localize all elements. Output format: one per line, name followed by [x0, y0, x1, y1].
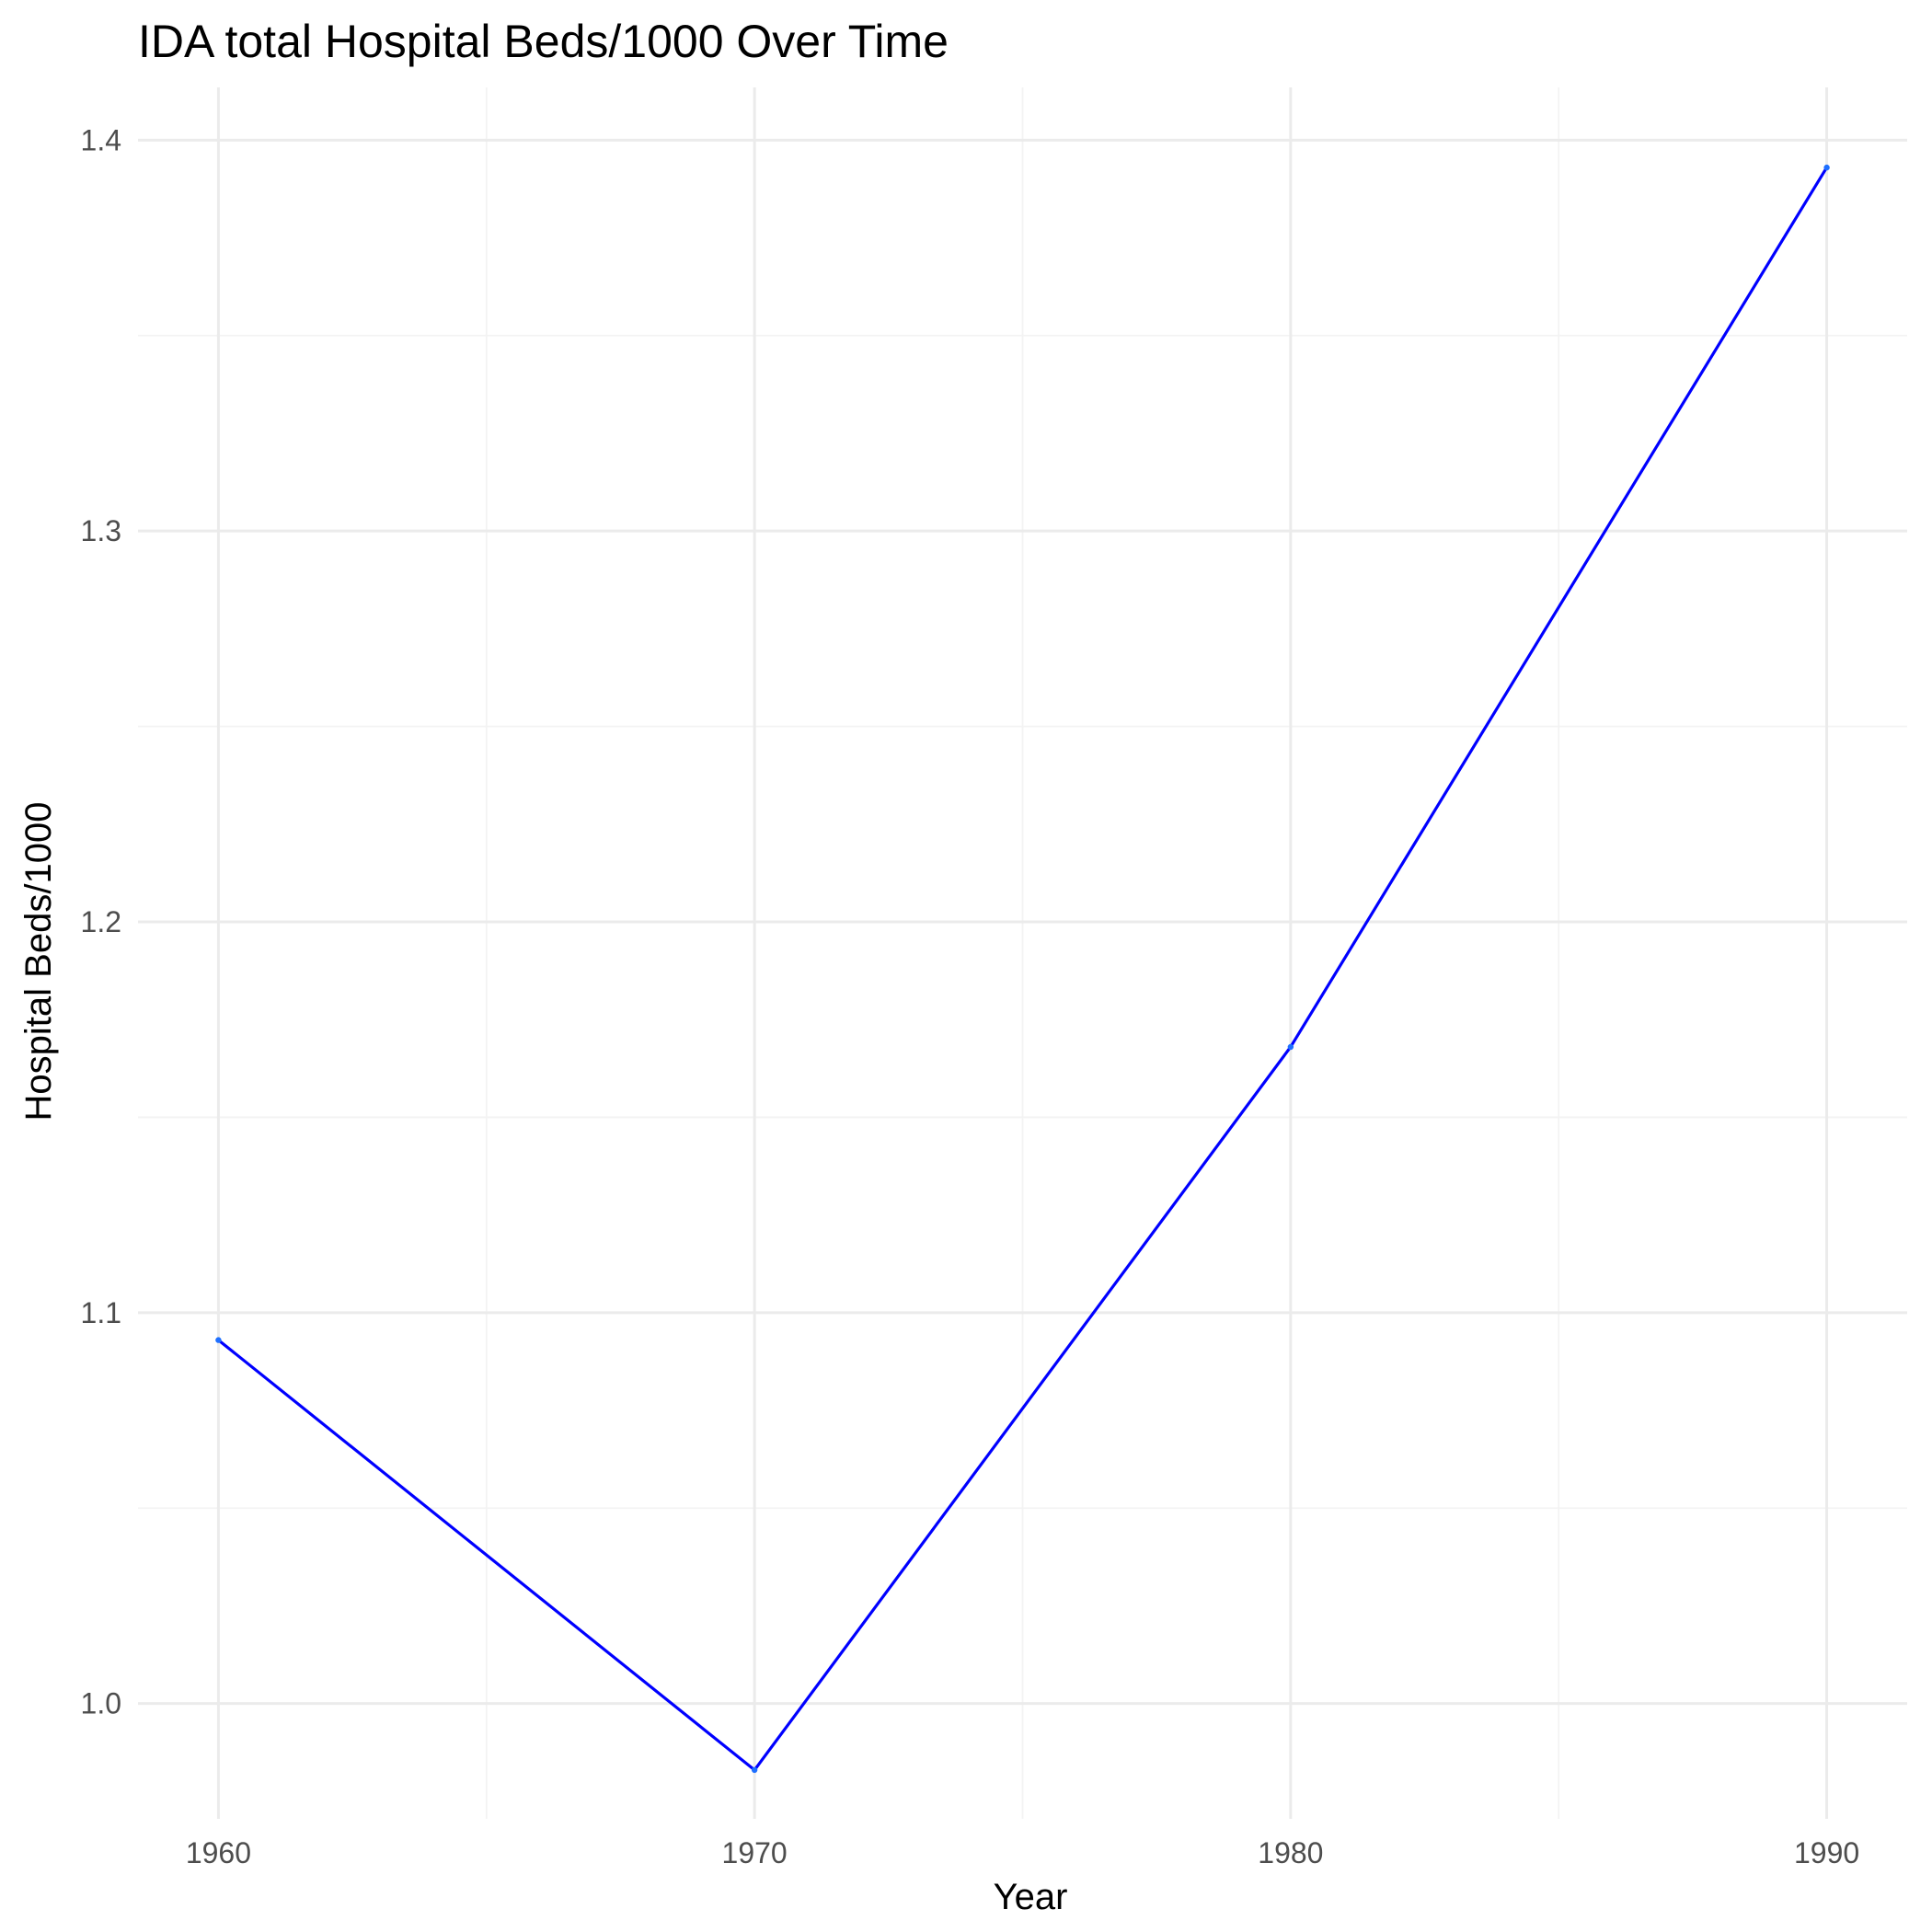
data-point [751, 1766, 758, 1774]
data-point [1823, 164, 1830, 171]
y-tick-label: 1.0 [81, 1687, 121, 1720]
series-layer [215, 164, 1830, 1774]
minor-gridlines [138, 87, 1907, 1819]
x-tick-label: 1960 [186, 1836, 251, 1869]
x-tick-label: 1990 [1794, 1836, 1859, 1869]
y-tick-label: 1.1 [81, 1296, 121, 1329]
y-axis-title: Hospital Beds/1000 [18, 802, 59, 1121]
x-tick-label: 1980 [1258, 1836, 1323, 1869]
y-tick-label: 1.3 [81, 514, 121, 547]
data-point [1287, 1043, 1294, 1051]
y-axis-tick-labels: 1.0 1.1 1.2 1.3 1.4 [81, 123, 121, 1719]
x-tick-label: 1970 [722, 1836, 788, 1869]
chart-title: IDA total Hospital Beds/1000 Over Time [138, 16, 949, 67]
series-line [216, 166, 1829, 1772]
y-tick-label: 1.2 [81, 905, 121, 938]
data-point [215, 1337, 222, 1343]
major-gridlines [138, 87, 1907, 1819]
y-tick-label: 1.4 [81, 123, 121, 156]
x-axis-tick-labels: 1960 1970 1980 1990 [186, 1836, 1859, 1869]
x-axis-title: Year [994, 1877, 1068, 1917]
